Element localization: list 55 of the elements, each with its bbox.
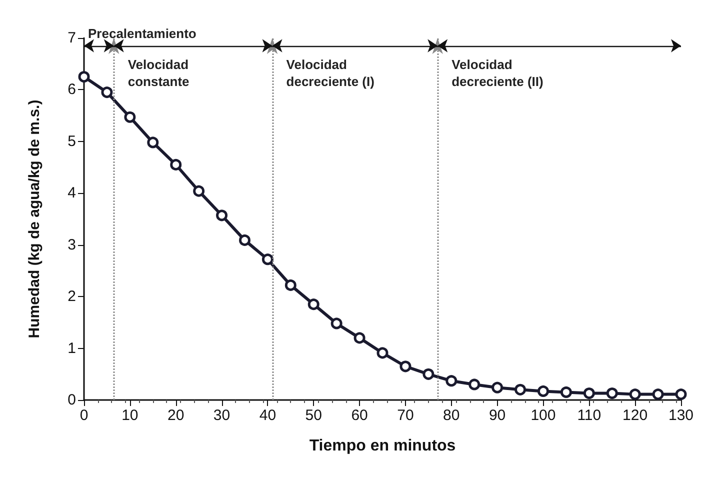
y-tick-label: 1 xyxy=(68,340,76,357)
x-tick-label: 40 xyxy=(259,407,276,424)
point xyxy=(193,185,205,197)
annotation: Precalentamiento xyxy=(88,26,196,41)
x-tick-label: 0 xyxy=(80,407,88,424)
point xyxy=(606,388,618,400)
point xyxy=(78,71,90,83)
x-tick-label: 30 xyxy=(213,407,230,424)
point xyxy=(308,298,320,310)
y-tick-label: 7 xyxy=(68,30,76,46)
x-tick-label: 60 xyxy=(351,407,368,424)
annotation: Velocidad constante xyxy=(128,56,190,89)
point xyxy=(583,388,595,400)
point xyxy=(376,347,388,359)
y-tick-label: 6 xyxy=(68,81,76,98)
x-tick-label: 70 xyxy=(397,407,414,424)
x-axis-title: Tiempo en minutos xyxy=(309,438,456,454)
point xyxy=(446,375,458,387)
point xyxy=(354,332,366,344)
point xyxy=(422,368,434,380)
y-tick-label: 5 xyxy=(68,132,76,150)
point xyxy=(629,388,641,400)
y-axis-title: Humedad (kg de agua/kg de m.s.) xyxy=(26,100,43,338)
point xyxy=(330,318,342,330)
x-tick-label: 110 xyxy=(577,407,602,424)
annotation: Velocidad decreciente (I) xyxy=(286,56,374,89)
point xyxy=(675,388,687,400)
x-tick-label: 120 xyxy=(622,407,648,424)
x-tick-label: 10 xyxy=(122,407,138,424)
x-tick-label: 130 xyxy=(668,407,694,424)
y-tick-label: 0 xyxy=(68,392,76,408)
point xyxy=(124,111,136,123)
x-tick-label: 100 xyxy=(530,407,556,424)
point xyxy=(170,158,182,170)
point xyxy=(101,86,113,98)
point xyxy=(238,234,250,246)
x-tick-label: 80 xyxy=(443,407,460,424)
point xyxy=(147,136,159,148)
point xyxy=(468,378,480,390)
point xyxy=(492,382,504,394)
y-tick-label: 4 xyxy=(68,184,76,202)
point xyxy=(652,388,664,400)
point xyxy=(560,386,572,398)
point xyxy=(262,254,274,266)
point xyxy=(216,210,228,222)
point xyxy=(537,385,549,397)
x-tick-label: 90 xyxy=(488,407,506,424)
y-tick-label: 2 xyxy=(68,288,76,306)
point xyxy=(400,360,412,372)
y-tick-label: 3 xyxy=(68,236,76,254)
point xyxy=(284,279,296,291)
annotation: Velocidad decreciente (II) xyxy=(452,56,544,89)
point xyxy=(514,384,526,396)
x-tick-label: 20 xyxy=(168,407,184,424)
x-tick-label: 50 xyxy=(305,407,322,424)
